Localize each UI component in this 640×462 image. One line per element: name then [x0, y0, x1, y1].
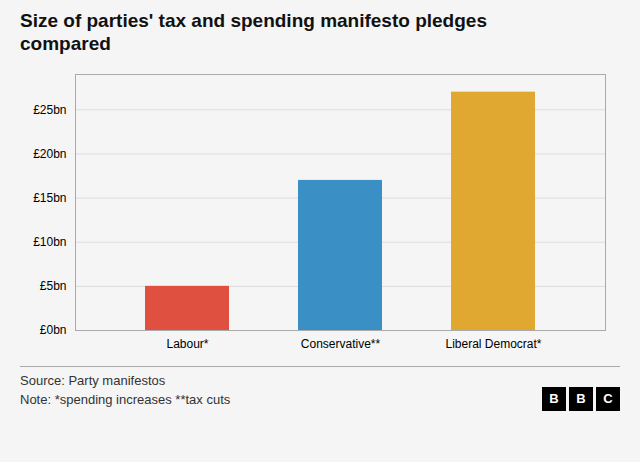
svg-text:£10bn: £10bn	[33, 235, 66, 249]
svg-text:£0bn: £0bn	[40, 323, 67, 337]
svg-text:£20bn: £20bn	[33, 146, 66, 160]
html-text:C: C	[603, 390, 613, 406]
html-text:Source: Party manifestos: Source: Party manifestos	[20, 372, 166, 388]
svg-text:£15bn: £15bn	[33, 191, 66, 205]
html-text:Note: *spending increases **ta: Note: *spending increases **tax cuts	[20, 391, 231, 407]
svg-text:£25bn: £25bn	[33, 102, 66, 116]
svg-text:Labour*: Labour*	[166, 337, 208, 351]
svg-text:Liberal Democrat*: Liberal Democrat*	[445, 337, 541, 351]
html-text:B: B	[576, 390, 586, 406]
svg-text:£5bn: £5bn	[40, 279, 67, 293]
svg-text:Conservative**: Conservative**	[301, 337, 381, 351]
html-text:Size of parties' tax and spend: Size of parties' tax and spending manife…	[20, 10, 487, 54]
html-text:B: B	[549, 390, 559, 406]
